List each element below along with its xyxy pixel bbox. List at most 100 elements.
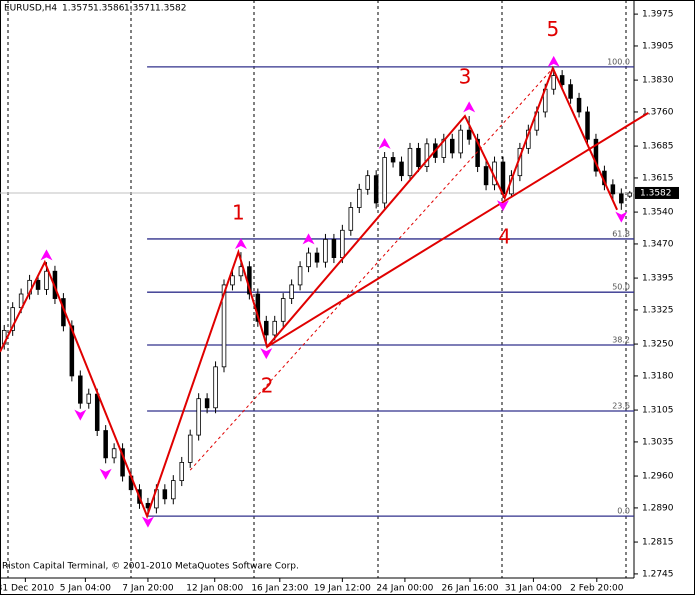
y-tick-label: 1.3975 [642, 10, 674, 20]
fractal-down [99, 468, 112, 480]
candle-body [179, 461, 185, 482]
candle-body [585, 111, 590, 140]
candle-body [196, 398, 201, 436]
candle-body [610, 184, 616, 195]
y-tick-label: 1.3760 [642, 107, 674, 117]
candle-body [416, 147, 421, 167]
candle-body [314, 252, 320, 263]
fractal-down [74, 409, 87, 421]
wave-label: 2 [261, 373, 274, 397]
candle-body [44, 270, 49, 290]
candle-body [171, 480, 176, 500]
y-tick-label: 1.3540 [642, 208, 674, 218]
candle-body [103, 430, 108, 459]
trend-line [266, 112, 649, 348]
candle-body [551, 75, 556, 90]
x-tick-label: 26 Jan 16:00 [442, 584, 499, 594]
y-tick-label: 1.2960 [642, 472, 674, 482]
y-tick-label: 1.2815 [642, 538, 674, 548]
candle-body [280, 298, 286, 322]
x-tick-label: 19 Jan 12:00 [314, 584, 371, 594]
candle-body [458, 129, 463, 154]
candle-body [297, 266, 303, 286]
x-tick-label: 7 Jan 20:00 [122, 584, 174, 594]
y-tick-label: 1.2745 [642, 569, 674, 579]
candle-body [69, 325, 75, 377]
candle-body [94, 393, 100, 431]
fib-label: 0.0 [617, 507, 630, 516]
candle-body [213, 366, 218, 409]
candle-body [475, 138, 480, 167]
candle-body [78, 375, 83, 404]
candle-body [230, 275, 235, 286]
candle-body [357, 188, 362, 208]
candle-body [407, 147, 413, 177]
wave-label: 5 [546, 17, 559, 41]
fractal-down [496, 200, 509, 212]
fractal-up [463, 101, 476, 113]
candle-body [162, 489, 168, 500]
wave-label: 3 [459, 65, 472, 89]
fractal-up [40, 249, 53, 261]
fib-label: 100.0 [607, 57, 630, 66]
candle-body [373, 175, 379, 204]
y-tick-label: 1.3615 [642, 173, 674, 183]
candle-body [365, 175, 370, 190]
channel-line [189, 67, 554, 471]
x-tick-label: 2 Feb 20:00 [570, 584, 624, 594]
fib-label: 61.8 [612, 229, 630, 238]
fractal-down [260, 348, 273, 360]
period-separators [7, 0, 627, 578]
candle-body [238, 266, 244, 277]
x-tick-label: 31 Jan 04:00 [505, 584, 562, 594]
wave-label: 1 [232, 201, 245, 225]
candle-body [204, 398, 210, 409]
x-tick-label: 24 Jan 00:00 [376, 584, 433, 594]
y-tick-label: 1.3905 [642, 41, 674, 51]
y-tick-label: 1.3395 [642, 274, 674, 284]
candle-body [348, 207, 354, 231]
candle-body [466, 129, 472, 140]
candle-body [187, 434, 193, 463]
candle-body [221, 284, 227, 368]
candle-body [483, 166, 489, 186]
low: 1.3571 [124, 4, 156, 14]
fractal-up [378, 137, 391, 149]
candle-body [619, 193, 624, 204]
fractal-down [615, 211, 628, 223]
candle-body [576, 97, 582, 113]
candle-body [424, 143, 430, 167]
candle-body [568, 84, 573, 99]
candle-body [390, 157, 396, 163]
fractal-up [547, 55, 560, 67]
y-tick-label: 1.3250 [642, 340, 674, 350]
fractal-up [302, 233, 315, 245]
x-tick-label: 12 Jan 08:00 [186, 584, 243, 594]
fib-label: 23.6 [612, 401, 630, 410]
fib-label: 50.0 [612, 283, 630, 292]
price-tag [635, 186, 679, 199]
candle-body [10, 307, 15, 331]
candle-body [323, 238, 328, 263]
x-tick-label: 5 Jan 04:00 [60, 584, 112, 594]
candle-body [272, 320, 277, 336]
price-tag-label: 1.3582 [640, 188, 672, 198]
y-tick-label: 1.3830 [642, 76, 674, 86]
zigzag [0, 65, 619, 519]
candle-body [627, 192, 633, 197]
symbol: EURUSD,H4 [4, 4, 57, 14]
candle-body [86, 393, 92, 404]
y-tick-label: 1.2890 [642, 503, 674, 513]
candle-body [264, 320, 269, 336]
y-tick-label: 1.3470 [642, 239, 674, 249]
x-tick-label: 31 Dec 2010 [0, 584, 54, 594]
close: 1.3582 [155, 4, 187, 14]
wave-label: 4 [498, 224, 511, 248]
candle-body [399, 161, 404, 177]
candle-body [340, 229, 345, 258]
x-tick-label: 16 Jan 23:00 [251, 584, 308, 594]
y-tick-label: 1.3685 [642, 142, 674, 152]
candle-body [331, 238, 337, 258]
y-tick-label: 1.3180 [642, 371, 674, 381]
